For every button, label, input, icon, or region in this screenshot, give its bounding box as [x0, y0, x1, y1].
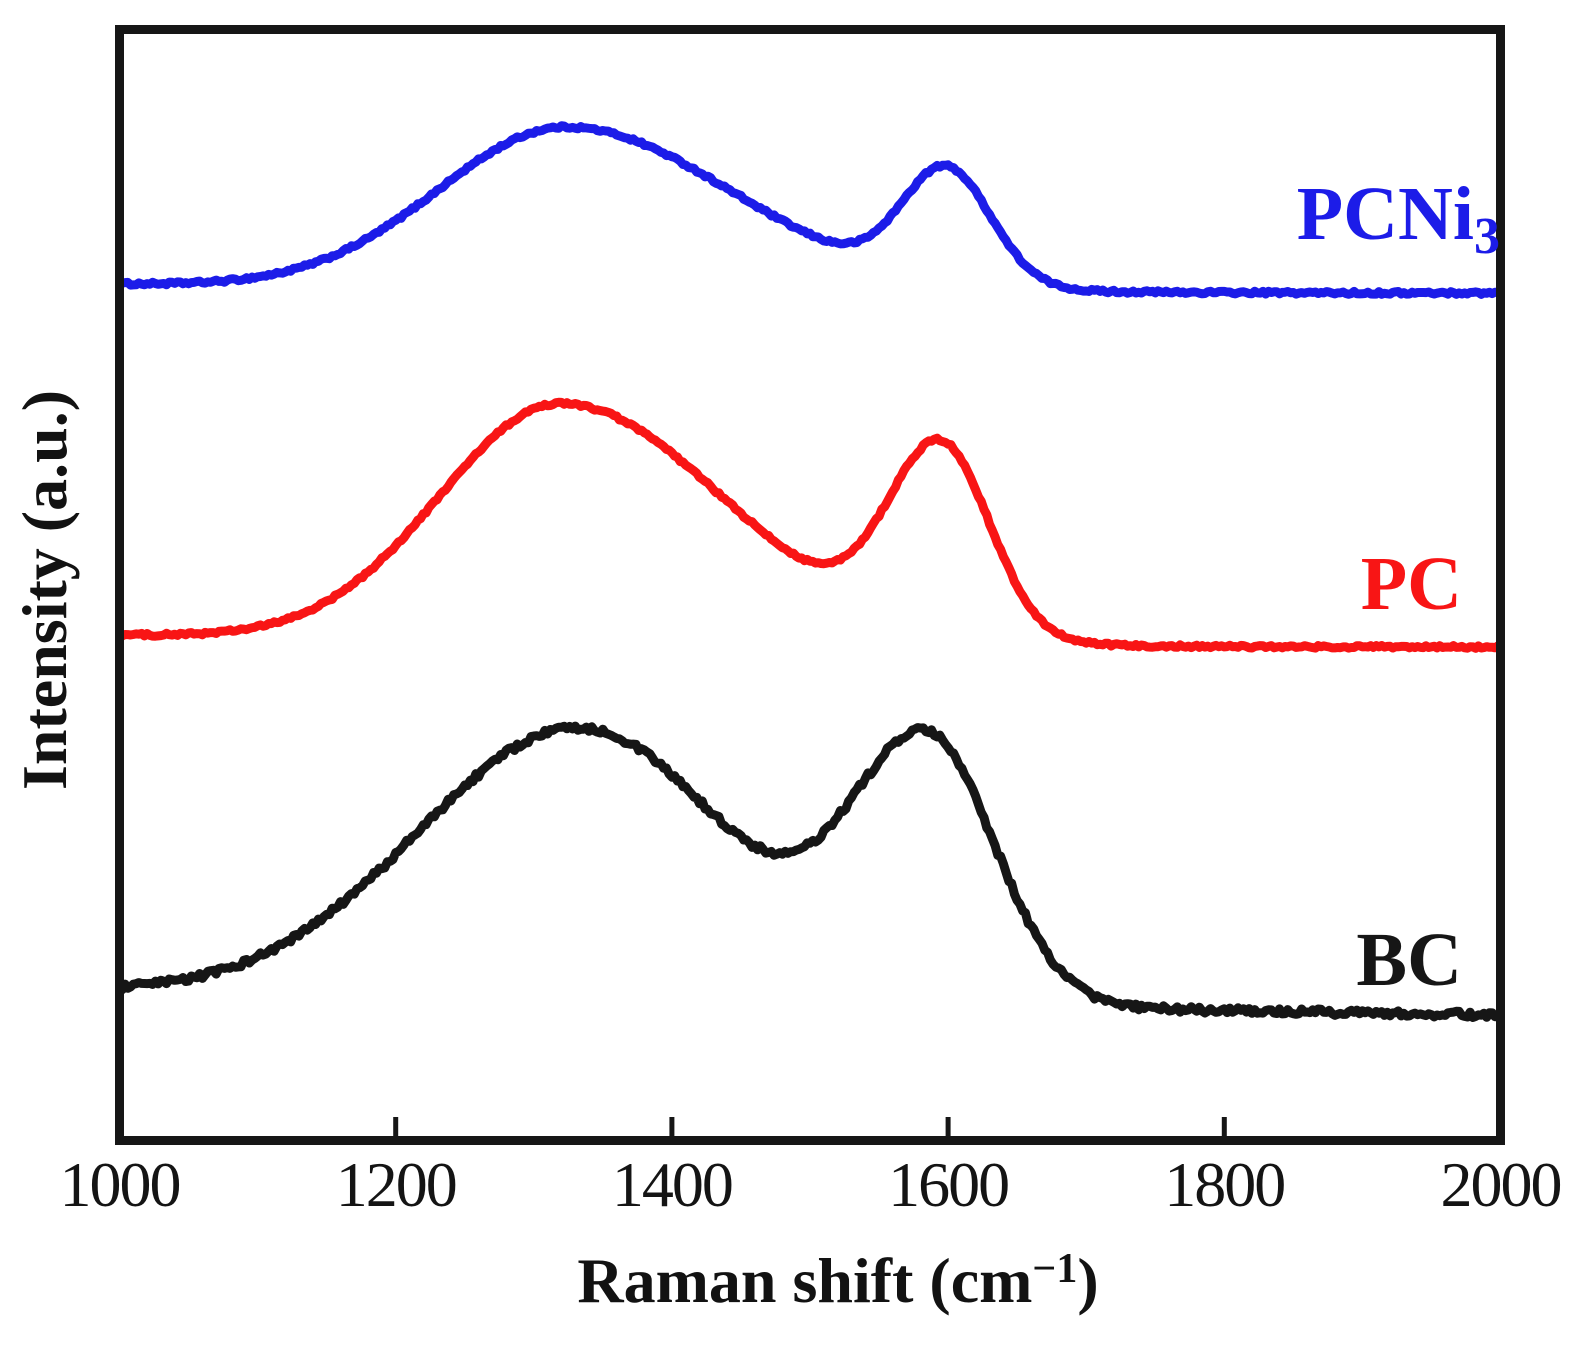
plot-frame	[115, 25, 1505, 1145]
series-label-pcni3-subscript: 3	[1474, 207, 1500, 265]
curves-layer	[124, 121, 1496, 1022]
x-tick-label: 1600	[888, 1149, 1010, 1220]
x-axis-title-close: )	[1077, 1245, 1099, 1316]
curve-pc	[124, 397, 1496, 653]
x-tick-label: 1400	[611, 1149, 734, 1220]
series-label-pc-text: PC	[1360, 542, 1462, 626]
x-tick-label: 2000	[1440, 1149, 1563, 1220]
series-label-pc: PC	[1260, 546, 1462, 622]
curve-bc	[124, 721, 1496, 1022]
series-label-bc-text: BC	[1356, 918, 1462, 1002]
x-tick-label: 1200	[335, 1149, 458, 1220]
x-tick-label: 1000	[59, 1149, 182, 1220]
x-axis-title: Raman shift (cm−1)	[388, 1245, 1288, 1316]
series-label-bc: BC	[1260, 922, 1462, 998]
series-label-pcni3: PCNi3	[1190, 176, 1500, 262]
curve-pcni3	[124, 121, 1496, 299]
x-tick-label: 1800	[1164, 1149, 1286, 1220]
y-axis-title: Intensity (a.u.)	[9, 389, 80, 791]
x-axis-title-text: Raman shift (cm	[577, 1245, 1033, 1316]
x-axis-ticks	[117, 1117, 1503, 1136]
series-label-pcni3-text: PCNi	[1296, 172, 1474, 256]
x-axis-title-superscript: −1	[1032, 1245, 1078, 1292]
